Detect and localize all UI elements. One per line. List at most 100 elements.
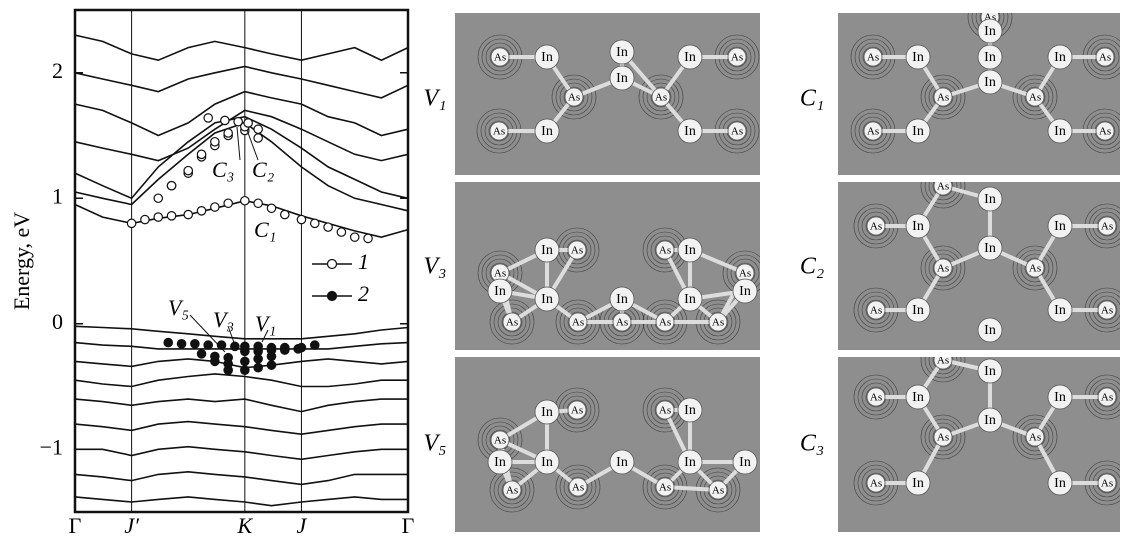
band-line [74,34,409,62]
x-tick-label: Γ [402,513,415,538]
band-line [74,109,409,162]
atom-label: In [541,405,553,420]
contour [555,464,601,510]
x-tick-label: K [236,513,253,538]
contour [559,82,589,112]
atom-label: In [912,124,924,139]
band-point [253,198,263,209]
band-line [74,398,408,413]
atom [677,44,703,70]
contour [497,307,527,337]
atom [905,213,931,239]
atom [568,477,588,497]
panel-background [838,357,1120,532]
atom-label: In [684,403,696,418]
contour [1024,257,1046,279]
band-point [230,341,240,352]
atom [609,39,635,65]
band-point [266,360,277,370]
atom [1047,118,1073,144]
atom-label: As [870,305,882,317]
contour [489,299,535,345]
contour [638,74,684,120]
band-line [75,445,408,461]
atom [609,286,635,312]
band-point [203,113,213,123]
atom [655,400,675,420]
atom-label: In [1054,219,1066,234]
atom [732,449,758,475]
atom-label: As [984,12,996,24]
atom [1097,387,1117,407]
annotation: C₁ [254,217,276,242]
y-tick-label: 0 [52,309,63,334]
band-point [216,340,227,350]
atom-label: In [984,364,996,379]
band-point [203,340,213,350]
band-point [240,356,250,367]
atom [977,18,1003,44]
band-point [210,356,220,367]
atom-label: In [912,390,924,405]
atom-label: In [494,284,506,299]
atom-label: As [1101,221,1113,233]
legend-marker [326,258,338,270]
atom [609,65,635,91]
atom-label: In [984,323,996,338]
atom [866,387,886,407]
atom [677,449,703,475]
atom-label: As [1029,432,1041,444]
atom [732,278,758,304]
contour [928,357,958,375]
contour [646,82,676,112]
atom [863,47,883,67]
band-point [233,116,243,127]
contour [1012,245,1058,291]
contour [920,245,966,291]
atom [1025,427,1045,447]
atom-label: In [541,243,553,258]
atom-label: In [912,50,924,65]
atom [1097,473,1117,493]
contour [567,476,589,498]
atom-label: As [494,52,506,64]
panel-label: V₁ [423,86,446,112]
atom [727,121,747,141]
atom [1097,300,1117,320]
y-axis-label: Energy, eV [9,212,34,310]
band-line [74,470,408,486]
contour [928,82,958,112]
contour [1012,74,1058,120]
atom [487,449,513,475]
atom-label: As [616,317,628,329]
atom [977,358,1003,384]
atom-label: As [867,52,879,64]
x-tick-label: J [297,513,308,538]
atom [977,44,1003,70]
atom-label: As [506,317,518,329]
y-tick-label: 2 [52,58,63,83]
contour [563,86,585,108]
atom [612,312,632,332]
contour [932,426,954,448]
atom-label: In [1054,390,1066,405]
contour [920,182,966,209]
atom [651,87,671,107]
band-line [74,325,409,340]
atom-label: As [937,92,949,104]
band-point [223,128,233,138]
annotation: C₃ [212,157,234,182]
density-panel: In As As In As In In In In As In As As As As As [455,182,760,350]
atom [727,47,747,67]
band-point [253,124,263,135]
atom-label: As [731,126,743,138]
band-point [293,344,303,354]
annotation-pointer [236,126,241,161]
atom [977,186,1003,212]
atom [1047,297,1073,323]
atom [977,69,1003,95]
atom [866,473,886,493]
atom-label: As [655,92,667,104]
atom-label: In [912,303,924,318]
atom-label: In [616,455,628,470]
